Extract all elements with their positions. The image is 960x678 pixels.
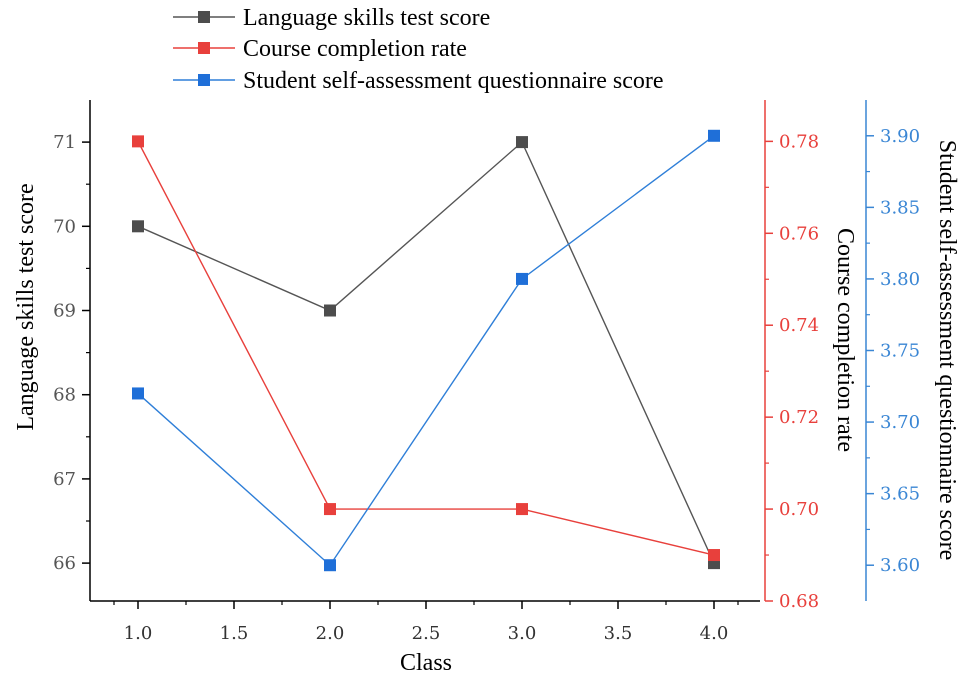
left-tick-label: 67 — [53, 469, 76, 490]
x-tick-label: 2.0 — [316, 623, 345, 644]
right1-tick-label: 0.70 — [779, 499, 819, 520]
right1-tick-label: 0.72 — [779, 407, 819, 428]
right2-tick-label: 3.90 — [880, 126, 920, 147]
data-point — [516, 272, 528, 285]
series-line — [137, 135, 715, 567]
x-tick-label: 3.5 — [604, 623, 633, 644]
data-point — [324, 503, 336, 516]
left-y-axis: 66 67 68 69 70 71 — [53, 100, 91, 601]
right2-tick-label: 3.60 — [880, 555, 920, 576]
course-completion-y-axis: 0.68 0.70 0.72 0.74 0.76 0.78 — [764, 100, 819, 612]
data-point — [516, 503, 528, 516]
right1-tick-label: 0.76 — [779, 223, 819, 244]
data-point — [132, 135, 144, 148]
series-1 — [132, 135, 720, 562]
x-tick-label: 4.0 — [700, 623, 729, 644]
self-assessment-y-axis: 3.60 3.65 3.70 3.75 3.80 3.85 3.90 — [865, 100, 920, 601]
series-0 — [132, 136, 720, 570]
left-tick-label: 66 — [53, 553, 76, 574]
data-point — [516, 136, 528, 149]
series-2 — [132, 129, 720, 572]
right1-tick-label: 0.78 — [779, 131, 819, 152]
data-point — [132, 220, 144, 233]
x-axis-title: Class — [400, 650, 452, 676]
legend-marker — [198, 42, 210, 54]
series-line — [137, 141, 715, 556]
left-tick-label: 70 — [53, 216, 76, 237]
self-assessment-axis-title: Student self-assessment questionnaire sc… — [934, 140, 960, 561]
right2-tick-label: 3.80 — [880, 269, 920, 290]
right2-tick-label: 3.65 — [880, 484, 920, 505]
right2-tick-label: 3.85 — [880, 197, 920, 218]
legend: Language skills test score Course complet… — [173, 5, 664, 94]
right1-tick-label: 0.68 — [779, 591, 819, 612]
right1-tick-label: 0.74 — [779, 315, 819, 336]
x-tick-label: 1.5 — [220, 623, 249, 644]
legend-marker — [198, 11, 210, 23]
data-point — [132, 387, 144, 400]
x-axis: 1.0 1.5 2.0 2.5 3.0 3.5 4.0 — [90, 600, 760, 644]
legend-label: Course completion rate — [243, 36, 467, 62]
series-layer — [132, 129, 720, 572]
legend-label: Student self-assessment questionnaire sc… — [243, 68, 664, 94]
x-tick-label: 2.5 — [412, 623, 441, 644]
legend-marker — [198, 74, 210, 86]
right2-tick-label: 3.75 — [880, 341, 920, 362]
left-y-axis-title: Language skills test score — [13, 183, 39, 430]
x-tick-label: 3.0 — [508, 623, 537, 644]
data-point — [324, 304, 336, 317]
data-point — [708, 549, 720, 562]
left-tick-label: 69 — [53, 301, 76, 322]
data-point — [324, 559, 336, 572]
data-point — [708, 129, 720, 142]
legend-label: Language skills test score — [243, 5, 490, 31]
series-line — [137, 140, 715, 564]
course-completion-axis-title: Course completion rate — [832, 228, 858, 452]
x-tick-label: 1.0 — [124, 623, 153, 644]
right2-tick-label: 3.70 — [880, 412, 920, 433]
left-tick-label: 68 — [53, 385, 76, 406]
left-tick-label: 71 — [53, 132, 76, 153]
